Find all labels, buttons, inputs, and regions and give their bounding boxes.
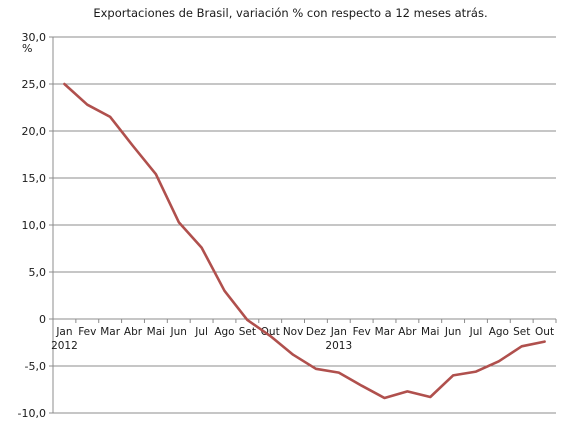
- y-tick-label: 0: [39, 313, 46, 326]
- y-tick-label: 5,0: [29, 266, 47, 279]
- x-tick-label: Abr: [398, 326, 417, 338]
- x-tick-label: Ago: [214, 326, 234, 338]
- y-tick-labels: 30,0 25,0 20,0 15,0 10,0 5,0 0 -5,0 -10,0: [18, 31, 46, 420]
- x-tick-label: Ago: [489, 326, 509, 338]
- x-tick-label: Fev: [78, 326, 96, 338]
- y-tick-label: -5,0: [25, 360, 46, 373]
- x-tick-label: Dez: [306, 326, 327, 338]
- x-tick-label: Out: [261, 326, 280, 338]
- x-tick-label: Abr: [124, 326, 143, 338]
- x-tick-label: Nov: [283, 326, 304, 338]
- y-tick-label: 20,0: [22, 125, 47, 138]
- chart-title: Exportaciones de Brasil, variación % con…: [93, 6, 488, 20]
- x-tick-label: Fev: [353, 326, 371, 338]
- x-tick-label: Out: [535, 326, 554, 338]
- y-tick-label: 10,0: [22, 219, 47, 232]
- x-tick-label: Jan: [55, 326, 72, 338]
- x-tick-label: Mai: [147, 326, 165, 338]
- axes: [49, 36, 557, 414]
- x-tick-label: Mar: [375, 326, 395, 338]
- x-tick-label: Mar: [100, 326, 120, 338]
- x-tick-label: Jul: [194, 326, 208, 338]
- x-tick-label: Set: [513, 326, 530, 338]
- y-tick-label: 15,0: [22, 172, 47, 185]
- y-tick-label: 30,0: [22, 31, 47, 44]
- year-label: 2012: [51, 340, 78, 352]
- x-tick-labels: Jan Fev Mar Abr Mai Jun Jul Ago Set Out Nov Dez Jan F…: [51, 326, 554, 352]
- x-tick-label: Jan: [330, 326, 347, 338]
- y-tick-label: 25,0: [22, 78, 47, 91]
- y-unit-label: %: [22, 42, 32, 55]
- gridlines: [53, 36, 556, 414]
- x-tick-label: Set: [239, 326, 256, 338]
- x-tick-label: Jun: [170, 326, 187, 338]
- year-label: 2013: [325, 340, 352, 352]
- series-layer: [63, 82, 546, 400]
- x-tick-label: Mai: [421, 326, 439, 338]
- x-tick-label: Jun: [444, 326, 461, 338]
- x-tick-label: Jul: [469, 326, 483, 338]
- series-line: [63, 82, 546, 400]
- y-tick-label: -10,0: [18, 407, 46, 420]
